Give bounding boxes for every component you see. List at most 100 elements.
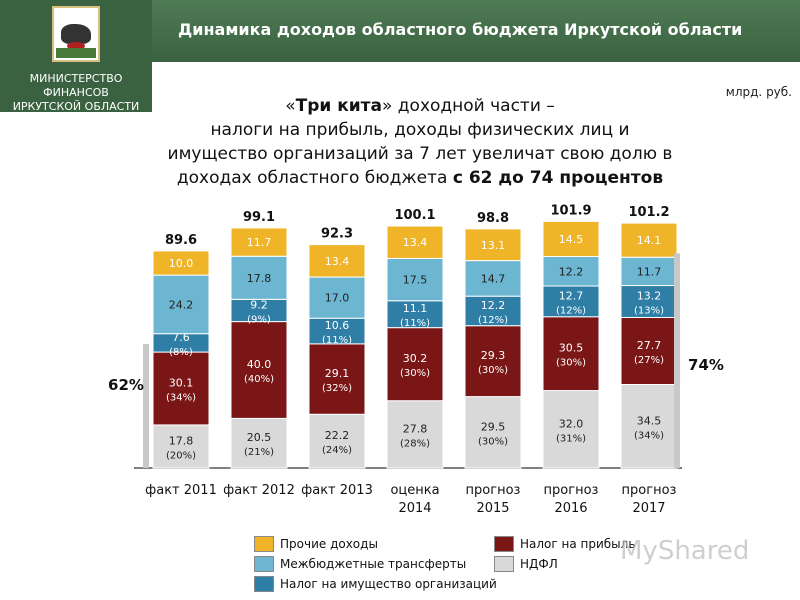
subtitle-line-4a: доходах областного бюджета: [176, 168, 453, 188]
bar-segment-transfers: [152, 274, 210, 335]
segment-value-label: 14.7: [481, 272, 506, 285]
subtitle-line-4b: с 62 до 74 процентов: [452, 168, 664, 188]
legend-label-ndfl: НДФЛ: [520, 557, 558, 571]
legend-profit: Налог на прибыль: [494, 536, 635, 552]
page-title: Динамика доходов областного бюджета Ирку…: [178, 20, 743, 39]
segment-value-label: 13.1: [481, 239, 506, 252]
segment-percent-label: (40%): [244, 374, 274, 385]
legend-other: Прочие доходы: [254, 536, 378, 552]
segment-value-label: 12.2: [481, 299, 506, 312]
legend-property: Налог на имущество организаций: [254, 576, 497, 592]
segment-value-label: 17.5: [403, 274, 428, 287]
x-tick-label: факт 2012: [223, 483, 295, 498]
segment-value-label: 17.8: [247, 272, 272, 285]
legend-swatch-property: [254, 576, 274, 592]
segment-value-label: 32.0: [559, 417, 584, 430]
segment-value-label: 12.7: [559, 289, 584, 302]
segment-percent-label: (13%): [634, 306, 664, 317]
segment-value-label: 20.5: [247, 431, 272, 444]
legend-transfers: Межбюджетные трансферты: [254, 556, 466, 572]
segment-percent-label: (32%): [322, 383, 352, 394]
legend-label-transfers: Межбюджетные трансферты: [280, 557, 467, 571]
bar-segment-other: [620, 222, 678, 258]
legend-swatch-profit: [494, 536, 514, 552]
segment-value-label: 14.5: [559, 233, 584, 246]
bar-segment-other: [386, 225, 444, 259]
legend-label-other: Прочие доходы: [280, 537, 378, 551]
bar-segment-property: [620, 285, 678, 318]
segment-percent-label: (11%): [322, 335, 352, 346]
x-tick-label-year: 2016: [554, 501, 587, 516]
legend-swatch-transfers: [254, 556, 274, 572]
segment-percent-label: (12%): [478, 315, 508, 326]
subtitle-line-3: имущество организаций за 7 лет увеличат …: [167, 144, 673, 164]
bar-segment-property: [308, 317, 366, 345]
watermark: MyShared: [620, 536, 750, 566]
ministry-panel: МИНИСТЕРСТВО ФИНАНСОВ ИРКУТСКОЙ ОБЛАСТИ: [0, 0, 152, 114]
legend-ndfl: НДФЛ: [494, 556, 558, 572]
segment-percent-label: (9%): [247, 314, 271, 325]
bar-total-label: 98.8: [477, 211, 509, 226]
bar-segment-other: [230, 227, 288, 257]
segment-percent-label: (20%): [166, 450, 196, 461]
unit-label: млрд. руб.: [725, 85, 792, 99]
subtitle-kita: Три кита: [295, 96, 382, 116]
bar-total-label: 99.1: [243, 210, 275, 225]
ministry-name: МИНИСТЕРСТВО ФИНАНСОВ ИРКУТСКОЙ ОБЛАСТИ: [6, 72, 146, 114]
segment-value-label: 10.6: [325, 319, 350, 332]
legend-swatch-other: [254, 536, 274, 552]
chart-subtitle: «Три кита» доходной части – налоги на пр…: [150, 94, 690, 190]
x-tick-label: факт 2011: [145, 483, 217, 498]
bar-segment-profit: [464, 325, 522, 398]
subtitle-line-2: налоги на прибыль, доходы физических лиц…: [210, 120, 630, 140]
subtitle-quote: «: [285, 96, 296, 116]
segment-value-label: 30.5: [559, 342, 584, 355]
segment-percent-label: (31%): [556, 433, 586, 444]
bar-segment-ndfl: [620, 384, 678, 469]
x-tick-label: оценка: [390, 483, 439, 498]
bar-total-label: 101.2: [628, 205, 669, 220]
segment-value-label: 27.8: [403, 422, 428, 435]
segment-percent-label: (21%): [244, 447, 274, 458]
bar-segment-other: [152, 250, 210, 276]
segment-value-label: 13.4: [403, 236, 428, 249]
bar-segment-ndfl: [152, 424, 210, 469]
x-tick-label: факт 2013: [301, 483, 373, 498]
bar-segment-profit: [308, 343, 366, 415]
segment-value-label: 11.1: [403, 302, 428, 315]
segment-value-label: 11.7: [247, 236, 272, 249]
segment-value-label: 17.8: [169, 434, 194, 447]
segment-value-label: 13.4: [325, 255, 350, 268]
segment-value-label: 10.0: [169, 257, 194, 270]
segment-value-label: 22.2: [325, 429, 350, 442]
segment-percent-label: (11%): [400, 318, 430, 329]
x-tick-label-year: 2015: [476, 501, 509, 516]
segment-percent-label: (8%): [169, 347, 193, 358]
share-annotation-right: 74%: [688, 356, 724, 374]
bar-segment-other: [308, 244, 366, 278]
x-tick-label: прогноз: [544, 483, 599, 498]
segment-value-label: 11.7: [637, 265, 662, 278]
segment-value-label: 30.1: [169, 377, 194, 390]
left-bracket: [143, 344, 149, 468]
coat-of-arms-icon: [52, 6, 100, 62]
segment-percent-label: (27%): [634, 355, 664, 366]
legend-swatch-ndfl: [494, 556, 514, 572]
bar-segment-transfers: [308, 276, 366, 319]
bar-total-label: 92.3: [321, 227, 353, 242]
segment-value-label: 29.5: [481, 420, 506, 433]
bar-segment-transfers: [464, 260, 522, 297]
x-tick-label: прогноз: [622, 483, 677, 498]
x-tick-label-year: 2017: [632, 501, 665, 516]
segment-percent-label: (30%): [556, 358, 586, 369]
right-bracket: [674, 253, 680, 468]
segment-value-label: 17.0: [325, 292, 350, 305]
segment-percent-label: (30%): [478, 436, 508, 447]
tiger-icon: [61, 24, 91, 44]
bar-segment-ndfl: [308, 413, 366, 469]
segment-value-label: 14.1: [637, 234, 662, 247]
x-tick-label-year: 2014: [398, 501, 431, 516]
bar-segment-ndfl: [230, 417, 288, 469]
bar-segment-ndfl: [386, 400, 444, 469]
